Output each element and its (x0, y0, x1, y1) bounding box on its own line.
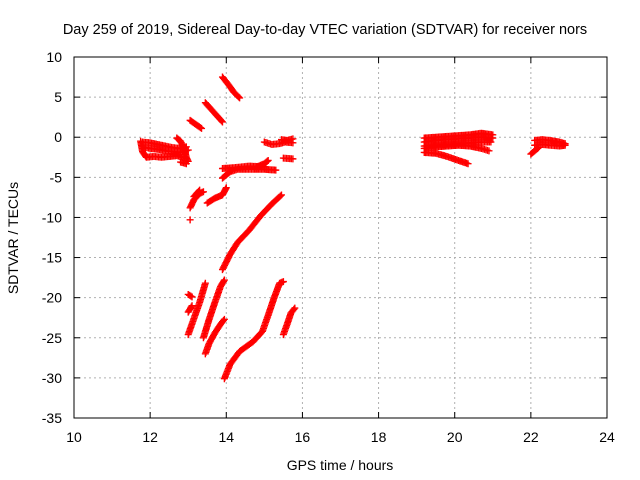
y-tick-label: -25 (42, 330, 62, 346)
data-point (289, 135, 297, 143)
grid (74, 57, 607, 418)
y-tick-label: -35 (42, 410, 62, 426)
x-tick-label: 10 (66, 429, 82, 445)
data-points (137, 73, 569, 383)
data-point (235, 93, 243, 101)
data-point (196, 124, 204, 132)
data-point (464, 160, 472, 168)
data-point (485, 147, 493, 155)
ticks (73, 56, 608, 419)
plot-frame (73, 56, 608, 419)
data-point (187, 303, 195, 311)
data-point (218, 118, 226, 126)
data-point (220, 277, 228, 285)
x-tick-label: 20 (447, 429, 463, 445)
data-point (489, 134, 497, 142)
data-point (222, 184, 230, 192)
data-point (201, 279, 209, 287)
data-point (534, 144, 542, 152)
data-point (198, 124, 206, 132)
x-tick-label: 14 (218, 429, 234, 445)
data-point (196, 186, 204, 194)
data-point (289, 155, 297, 163)
chart-title: Day 259 of 2019, Sidereal Day-to-day VTE… (63, 22, 587, 38)
y-tick-label: -20 (42, 290, 62, 306)
y-tick-label: -5 (50, 169, 63, 185)
y-axis-label: SDTVAR / TECUs (5, 182, 21, 294)
data-point (188, 293, 196, 301)
y-tick-label: -30 (42, 370, 62, 386)
x-tick-label: 12 (142, 429, 158, 445)
y-tick-label: -15 (42, 250, 62, 266)
x-tick-labels: 10 12 14 16 18 20 22 24 (66, 429, 615, 445)
data-point (218, 117, 226, 125)
y-tick-label: 10 (46, 49, 62, 65)
x-tick-label: 24 (599, 429, 615, 445)
data-point (195, 187, 203, 195)
data-point (291, 304, 299, 312)
x-tick-label: 18 (371, 429, 387, 445)
data-point (279, 278, 287, 286)
x-tick-label: 22 (523, 429, 539, 445)
data-point (534, 144, 542, 152)
data-point (487, 138, 495, 146)
data-point (220, 315, 228, 323)
data-point (186, 216, 194, 224)
data-point (188, 302, 196, 310)
y-tick-label: -10 (42, 209, 62, 225)
data-point (236, 94, 244, 102)
data-point (264, 156, 272, 164)
data-point (220, 276, 228, 284)
x-axis-label: GPS time / hours (287, 457, 394, 473)
y-tick-label: 0 (54, 129, 62, 145)
data-point (182, 160, 190, 168)
data-point (187, 292, 195, 300)
data-point (277, 191, 285, 199)
data-point (219, 317, 227, 325)
data-point (263, 157, 271, 165)
x-tick-label: 16 (295, 429, 311, 445)
y-tick-label: 5 (54, 89, 62, 105)
data-point (276, 192, 284, 200)
data-point (290, 305, 298, 313)
data-point (561, 141, 569, 149)
data-point (272, 166, 280, 174)
y-tick-labels: 10 5 0 -5 -10 -15 -20 -25 -30 -35 (42, 49, 62, 426)
